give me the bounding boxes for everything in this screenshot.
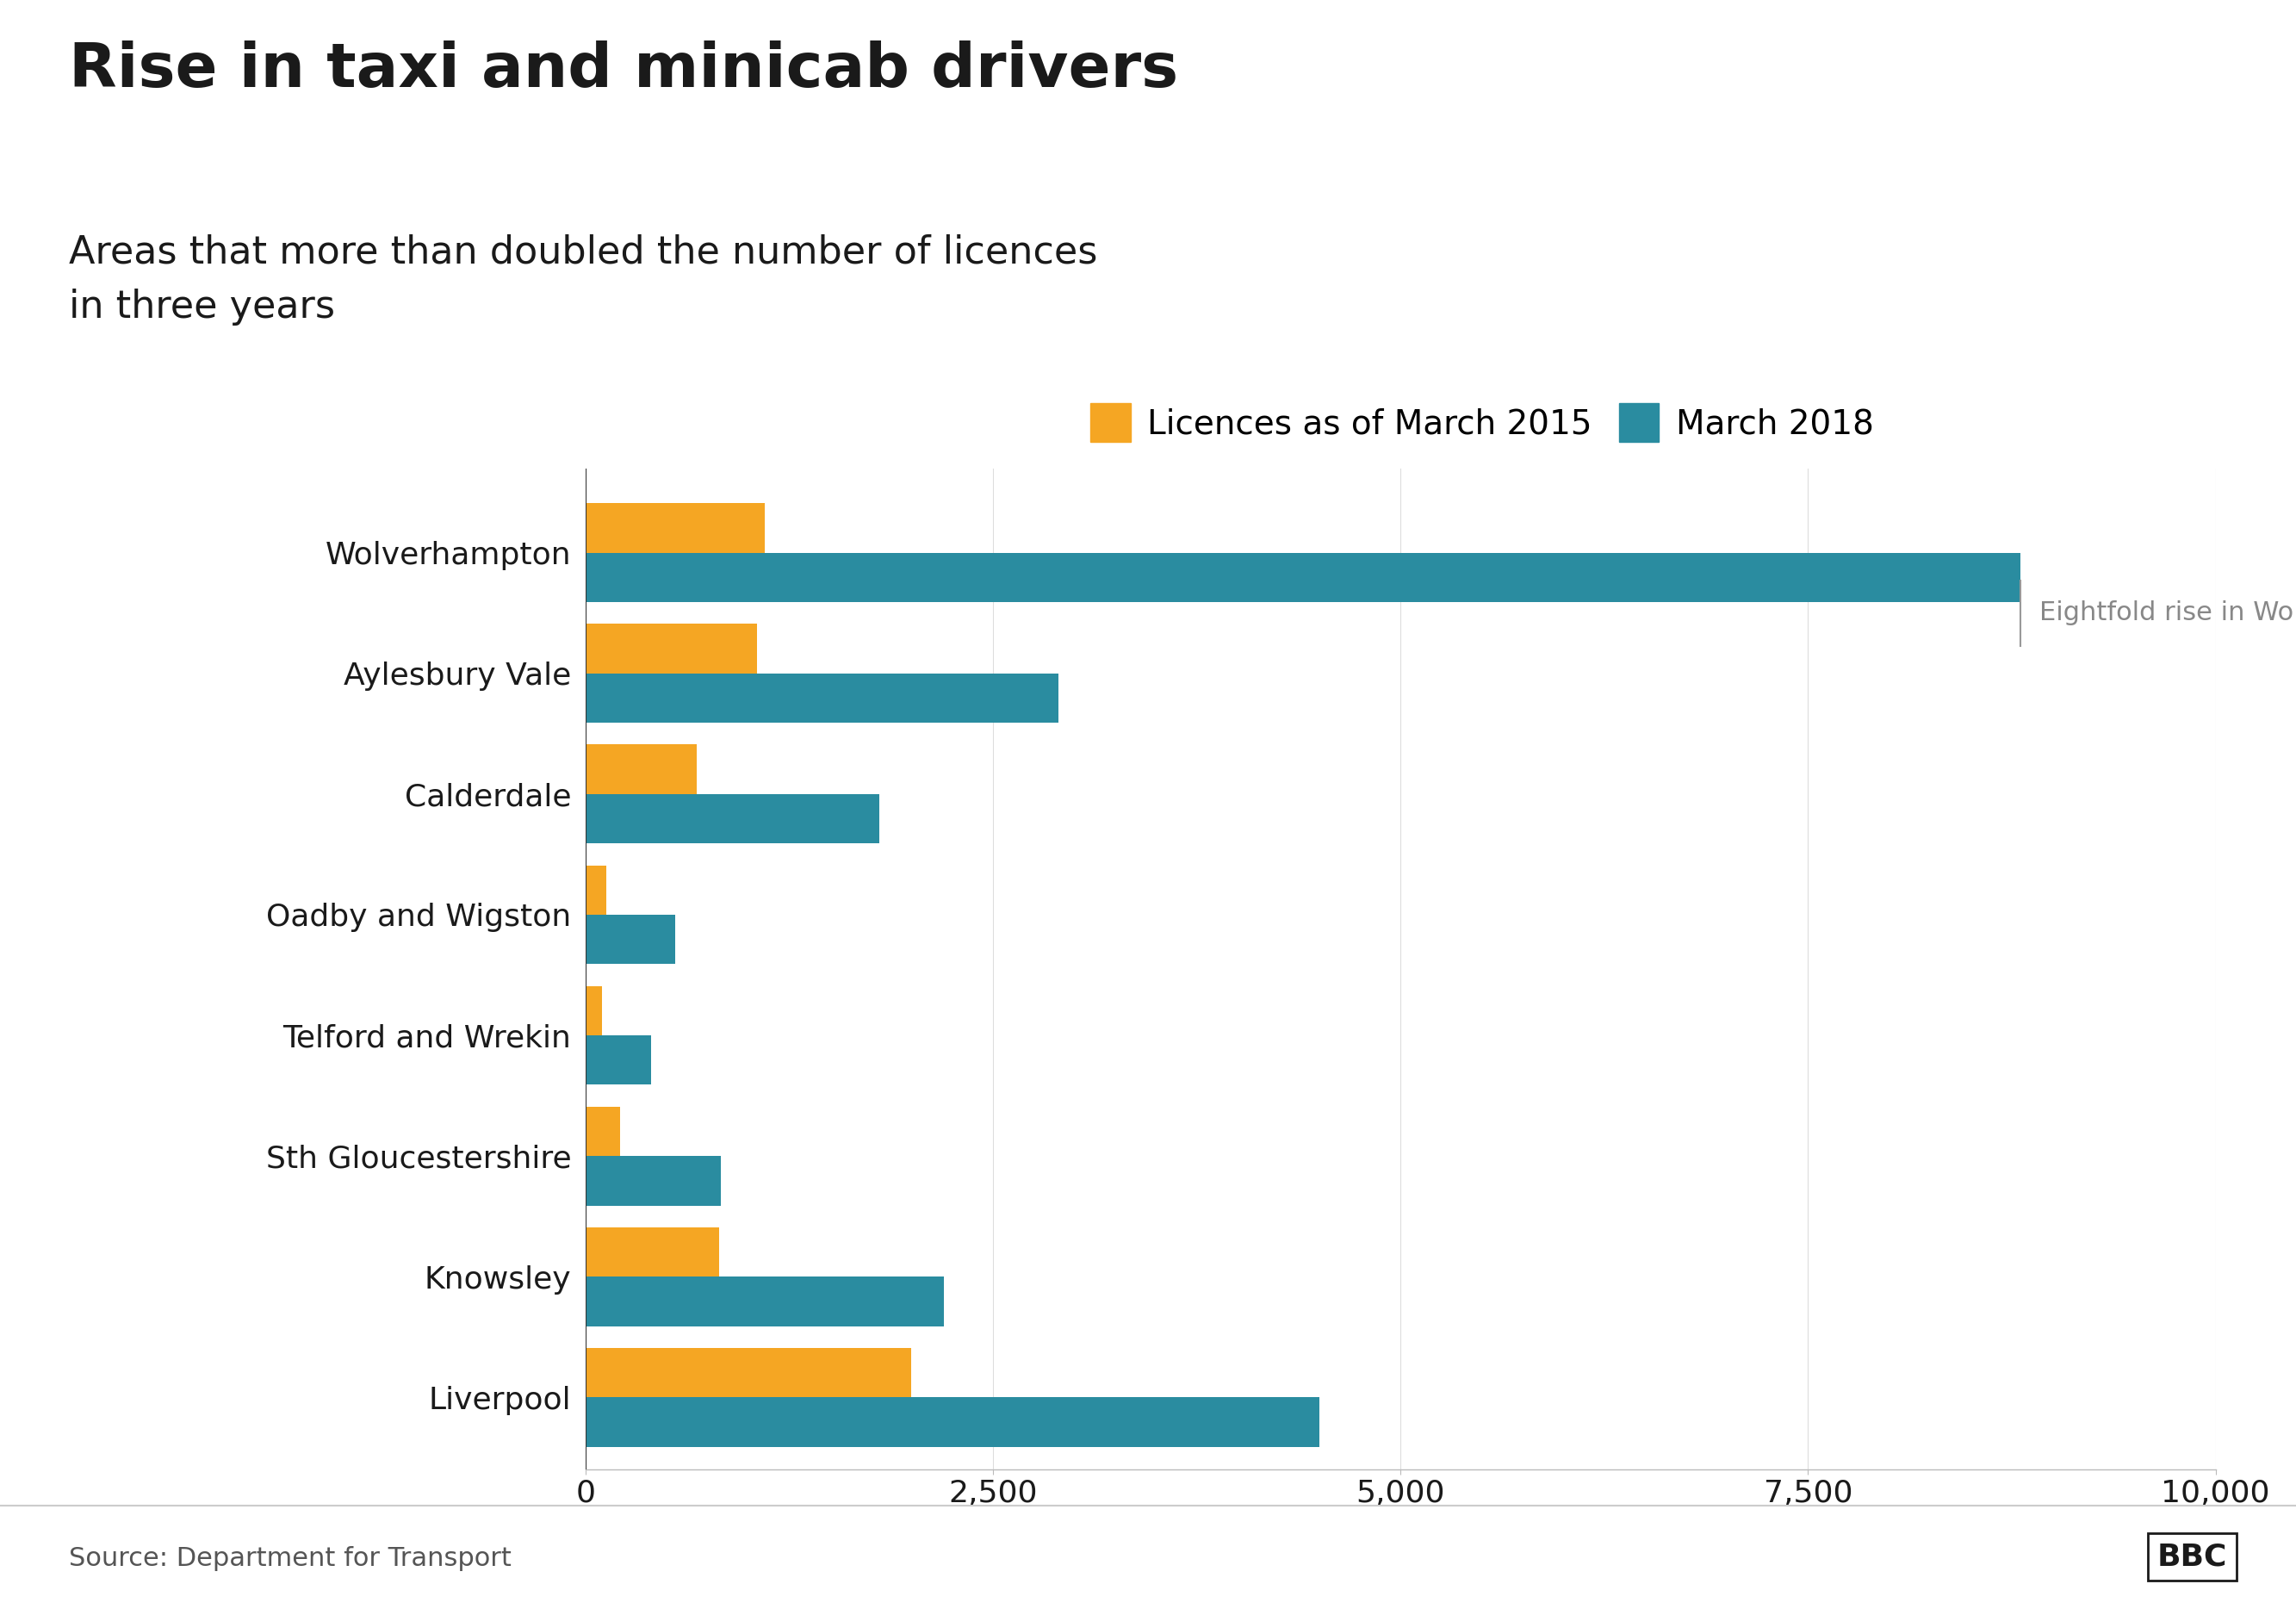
Bar: [585, 1349, 912, 1397]
Bar: [585, 866, 606, 914]
Bar: [585, 623, 758, 673]
Text: Eightfold rise in Wolverhampton: Eightfold rise in Wolverhampton: [2039, 601, 2296, 625]
Bar: [585, 1397, 1320, 1447]
Bar: [585, 1276, 944, 1326]
Text: Source: Department for Transport: Source: Department for Transport: [69, 1547, 512, 1571]
Text: BBC: BBC: [2156, 1542, 2227, 1571]
Text: Rise in taxi and minicab drivers: Rise in taxi and minicab drivers: [69, 40, 1178, 100]
Bar: [585, 795, 879, 843]
Bar: [585, 552, 2020, 602]
Bar: [585, 1106, 620, 1156]
Bar: [585, 504, 765, 552]
Bar: [585, 1227, 719, 1276]
Bar: [585, 985, 602, 1035]
Bar: [585, 745, 696, 795]
Bar: [585, 673, 1058, 724]
Bar: [585, 1156, 721, 1205]
Text: Areas that more than doubled the number of licences
in three years: Areas that more than doubled the number …: [69, 234, 1097, 326]
Bar: [585, 914, 675, 964]
Legend: Licences as of March 2015, March 2018: Licences as of March 2015, March 2018: [1077, 389, 1887, 455]
Bar: [585, 1035, 650, 1085]
